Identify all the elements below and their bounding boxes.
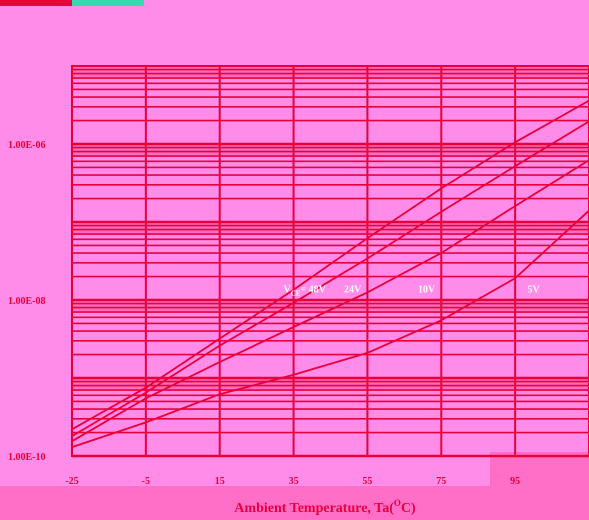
series-line bbox=[71, 209, 589, 448]
series-label-sub: CE bbox=[291, 290, 301, 298]
series-lines bbox=[71, 99, 589, 448]
series-label-main: 24V bbox=[344, 285, 362, 296]
series-label: 10V bbox=[418, 285, 436, 296]
x-tick-label: 75 bbox=[436, 476, 446, 487]
x-axis-title-main: Ambient Temperature, Ta( bbox=[234, 501, 394, 516]
corner-scrap-red bbox=[0, 0, 72, 6]
series-label: 5V bbox=[527, 285, 540, 296]
grid-band bbox=[72, 66, 589, 79]
x-tick-label: 15 bbox=[215, 476, 225, 487]
series-label: 24V bbox=[344, 285, 362, 296]
grid-band bbox=[72, 222, 589, 235]
x-axis-title-sup: O bbox=[394, 498, 401, 508]
series-line bbox=[71, 99, 589, 431]
series-label-tail: = 48V bbox=[300, 285, 326, 296]
bottom-right-band bbox=[490, 452, 589, 486]
x-axis-title: Ambient Temperature, Ta(OC) bbox=[234, 498, 416, 516]
x-tick-label: 55 bbox=[362, 476, 372, 487]
x-tick-label: 35 bbox=[289, 476, 299, 487]
x-tick-label: -25 bbox=[65, 476, 78, 487]
y-tick-label: 1.00E-10 bbox=[8, 452, 46, 463]
bottom-band bbox=[0, 486, 589, 520]
series-line bbox=[71, 159, 589, 442]
series-label-main: 10V bbox=[418, 285, 436, 296]
x-tick-label: 95 bbox=[510, 476, 520, 487]
y-tick-labels: 1.00E-06 1.00E-08 1.00E-10 bbox=[8, 140, 46, 463]
x-tick-labels: -25 -5 15 35 55 75 95 bbox=[65, 476, 520, 487]
x-axis-title-end: C) bbox=[401, 501, 416, 516]
y-tick-label: 1.00E-06 bbox=[8, 140, 46, 151]
y-tick-label: 1.00E-08 bbox=[8, 296, 46, 307]
series-labels: VCE= 48V 24V 10V 5V bbox=[283, 285, 540, 298]
series-label-main: V bbox=[283, 285, 291, 296]
series-line bbox=[71, 120, 589, 437]
corner-scrap-teal bbox=[72, 0, 144, 6]
series-label: VCE= 48V bbox=[283, 285, 326, 298]
grid bbox=[71, 65, 589, 458]
grid-band bbox=[72, 378, 589, 391]
series-label-main: 5V bbox=[527, 285, 540, 296]
x-tick-label: -5 bbox=[142, 476, 150, 487]
grid-band bbox=[72, 144, 589, 157]
